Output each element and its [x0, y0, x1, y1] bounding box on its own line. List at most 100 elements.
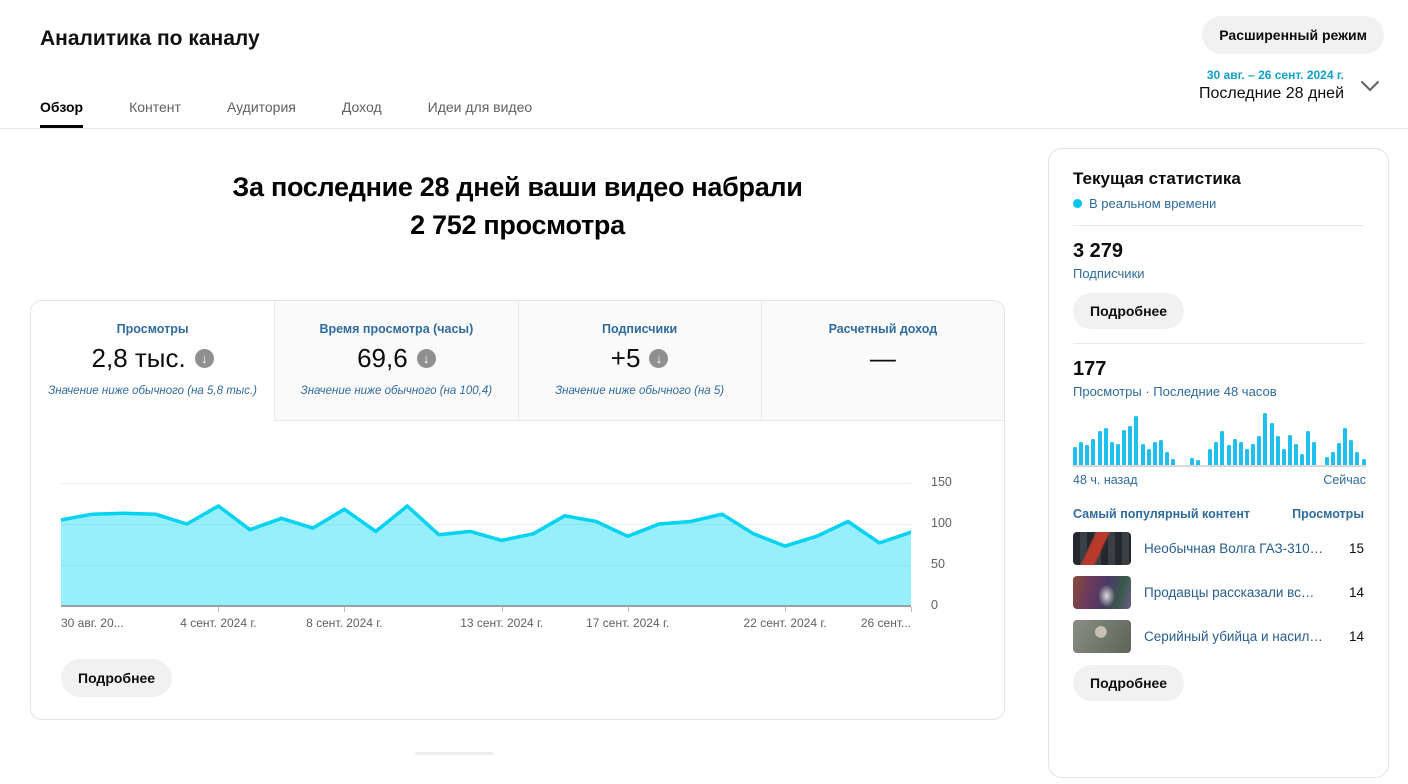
- x-axis-tick: [218, 607, 220, 612]
- views-48h-sparkline[interactable]: [1073, 411, 1366, 467]
- trend-down-icon: ↓: [416, 349, 436, 368]
- realtime-bar: [1263, 413, 1268, 465]
- gridline: [61, 524, 911, 525]
- date-range-preset: Последние 28 дней: [1199, 85, 1344, 102]
- realtime-bar: [1103, 428, 1108, 465]
- realtime-bar: [1158, 440, 1163, 465]
- y-axis-label: 100: [931, 516, 952, 530]
- metric-tab-watch-time[interactable]: Время просмотра (часы) 69,6 ↓ Значение ниже…: [274, 301, 518, 421]
- tab-video-ideas[interactable]: Идеи для видео: [427, 99, 533, 115]
- video-thumbnail: [1073, 532, 1131, 565]
- date-range-dates: 30 авг. – 26 сент. 2024 г.: [1206, 68, 1344, 82]
- realtime-bar: [1312, 442, 1317, 465]
- metric-comparison-note: Значение ниже обычного (на 5,8 тыс.): [48, 385, 258, 397]
- see-more-button[interactable]: Подробнее: [61, 659, 173, 697]
- live-dot-icon: [1073, 199, 1082, 208]
- y-axis-label: 50: [931, 557, 945, 571]
- metric-tab-revenue[interactable]: Расчетный доход —: [760, 301, 1004, 421]
- tab-revenue[interactable]: Доход: [341, 99, 382, 115]
- subscribers-label: Подписчики: [1073, 266, 1145, 281]
- tab-audience[interactable]: Аудитория: [226, 99, 296, 115]
- metric-value: 69,6 ↓: [275, 343, 517, 374]
- realtime-bar: [1361, 459, 1366, 465]
- metric-value-text: —: [869, 343, 896, 373]
- realtime-bar: [1165, 452, 1170, 465]
- realtime-bar: [1349, 440, 1354, 465]
- realtime-bar: [1269, 423, 1274, 465]
- date-range-selector[interactable]: 30 авг. – 26 сент. 2024 г. Последние 28 …: [1199, 68, 1380, 103]
- metric-value: —: [762, 343, 1004, 374]
- subscribers-count: 3 279: [1073, 240, 1124, 262]
- realtime-bar: [1115, 444, 1120, 465]
- sparkline-axis-labels: 48 ч. назад Сейчас: [1073, 473, 1366, 487]
- tab-content[interactable]: Контент: [129, 99, 181, 115]
- metric-tab-subscribers[interactable]: Подписчики +5 ↓ Значение ниже обычного (на …: [517, 301, 761, 421]
- metric-tab-views[interactable]: Просмотры 2,8 тыс. ↓ Значение ниже обычного…: [31, 301, 275, 421]
- x-axis-label: 30 авг. 20...: [61, 616, 124, 630]
- realtime-bar: [1324, 457, 1329, 465]
- trend-line: [61, 504, 911, 548]
- video-title: Необычная Волга ГАЗ-310…: [1144, 541, 1324, 556]
- realtime-bar: [1214, 442, 1219, 465]
- video-title: Продавцы рассказали вс…: [1144, 585, 1315, 600]
- top-content-row[interactable]: Серийный убийца и насил… 14: [1073, 620, 1364, 653]
- views-48h-count: 177: [1073, 358, 1107, 380]
- realtime-bar: [1134, 416, 1139, 465]
- realtime-indicator: В реальном времени: [1073, 196, 1364, 211]
- x-axis-tick: [911, 607, 912, 612]
- video-title: Серийный убийца и насил…: [1144, 629, 1323, 644]
- x-axis-tick: [344, 607, 346, 612]
- top-content-see-more-button[interactable]: Подробнее: [1073, 665, 1185, 701]
- realtime-bar: [1152, 442, 1157, 465]
- video-thumbnail: [1073, 576, 1131, 609]
- realtime-bar: [1220, 431, 1225, 465]
- header-tabs: Обзор Контент Аудитория Доход Идеи для видео: [40, 99, 532, 128]
- header: Аналитика по каналу Расширенный режим Об…: [0, 0, 1408, 129]
- top-content-title: Самый популярный контент: [1073, 507, 1251, 521]
- realtime-bar: [1097, 431, 1102, 465]
- top-content-row[interactable]: Продавцы рассказали вс… 14: [1073, 576, 1364, 609]
- tab-overview[interactable]: Обзор: [40, 99, 83, 128]
- metric-label: Расчетный доход: [828, 322, 938, 336]
- realtime-bar: [1306, 431, 1311, 465]
- realtime-bar: [1287, 435, 1292, 465]
- trend-down-icon: ↓: [194, 349, 214, 368]
- realtime-bar: [1343, 428, 1348, 465]
- realtime-bar: [1257, 436, 1262, 465]
- realtime-bar: [1091, 439, 1096, 465]
- realtime-bar: [1073, 447, 1077, 465]
- advanced-mode-button[interactable]: Расширенный режим: [1202, 16, 1384, 54]
- top-content-views-header: Просмотры: [1292, 507, 1364, 521]
- realtime-bar: [1195, 460, 1200, 465]
- x-axis-label: 4 сент. 2024 г.: [180, 616, 257, 630]
- views-trend-chart[interactable]: 0 50 100 150 30 авг. 20... 4 сент. 2024 г. 8 с…: [31, 421, 1004, 719]
- analytics-summary-card: Просмотры 2,8 тыс. ↓ Значение ниже обычного…: [30, 300, 1005, 720]
- realtime-label: В реальном времени: [1089, 196, 1217, 211]
- video-thumbnail: [1073, 620, 1131, 653]
- realtime-bar: [1085, 445, 1090, 465]
- sparkline-left-label: 48 ч. назад: [1073, 473, 1138, 487]
- realtime-bar: [1146, 449, 1151, 465]
- metric-value: +5 ↓: [519, 343, 761, 374]
- views-trend-plot[interactable]: [61, 441, 911, 611]
- views-headline: За последние 28 дней ваши видео набрали …: [30, 168, 1005, 244]
- realtime-bar: [1171, 459, 1176, 465]
- subscribers-see-more-button[interactable]: Подробнее: [1073, 293, 1185, 329]
- top-content-row[interactable]: Необычная Волга ГАЗ-310… 15: [1073, 532, 1364, 565]
- realtime-stats-card: Текущая статистика В реальном времени 3 …: [1048, 148, 1389, 778]
- views-48h-label: Просмотры · Последние 48 часов: [1073, 384, 1277, 399]
- scroll-hint-divider: [415, 752, 493, 755]
- metric-comparison-note: Значение ниже обычного (на 100,4): [300, 385, 493, 397]
- headline-line2: 2 752 просмотра: [410, 210, 625, 240]
- realtime-bar: [1079, 442, 1084, 465]
- realtime-bar: [1330, 452, 1335, 465]
- x-axis-tick: [501, 607, 503, 612]
- realtime-bar: [1300, 454, 1305, 465]
- x-axis-label: 17 сент. 2024 г.: [586, 616, 670, 630]
- realtime-bar: [1128, 426, 1133, 465]
- date-range-text: 30 авг. – 26 сент. 2024 г. Последние 28 …: [1199, 68, 1344, 103]
- area-fill: [61, 506, 911, 606]
- realtime-bar: [1294, 444, 1299, 465]
- headline-line1: За последние 28 дней ваши видео набрали: [232, 172, 803, 202]
- realtime-bar: [1122, 430, 1127, 465]
